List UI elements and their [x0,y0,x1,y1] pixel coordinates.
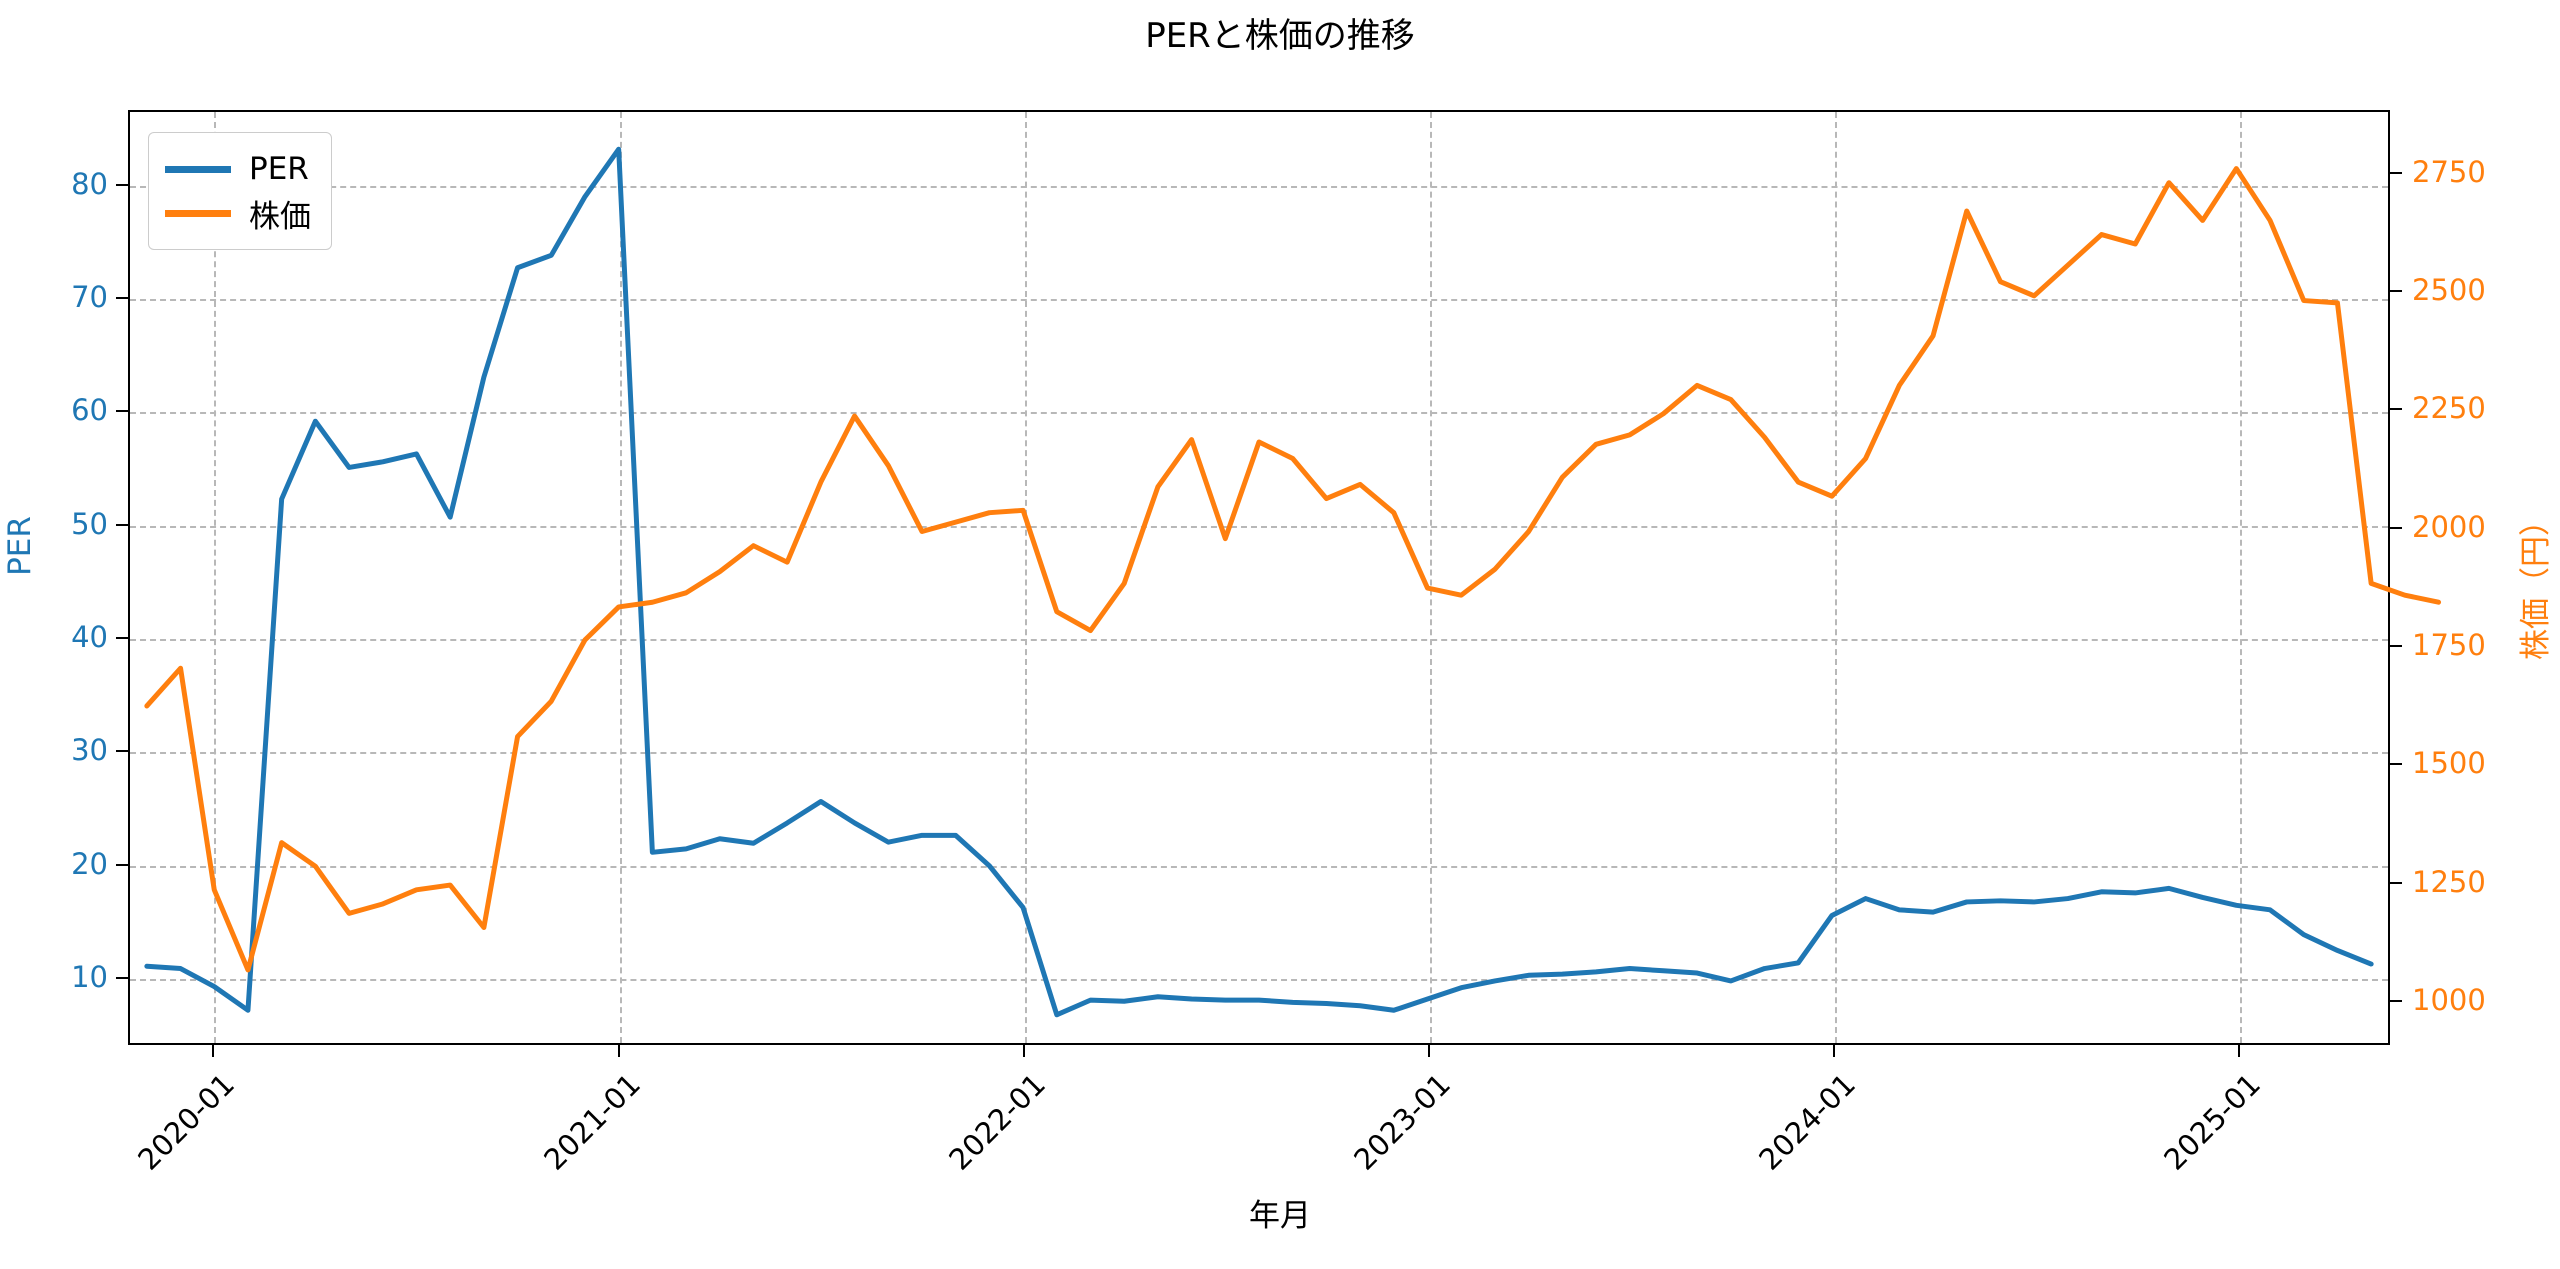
x-axis-tickmark [617,1045,620,1057]
y-axis-right-tickmark [2390,408,2402,411]
gridline-horizontal [130,185,2388,188]
gridline-horizontal [130,979,2388,981]
y-axis-left-tick-label: 70 [71,280,108,314]
chart-title: PERと株価の推移 [1145,16,1415,56]
y-axis-left-tickmark [116,183,128,186]
y-axis-left-tick-label: 10 [71,960,108,994]
y-axis-right-tick-label: 2250 [2412,391,2486,426]
y-axis-left-tick-label: 80 [71,166,108,201]
gridline-horizontal [130,865,2388,868]
chart-legend: PER 株価 [148,132,332,250]
legend-swatch-per [165,165,231,173]
legend-item-kabuka: 株価 [165,191,311,235]
y-axis-right-tick-label: 1000 [2412,983,2486,1018]
y-axis-right-tick-label: 1250 [2412,864,2486,899]
x-axis-tickmark [2238,1045,2241,1057]
y-axis-right-tickmark [2390,171,2402,174]
gridline-vertical [1834,112,1837,1043]
series-lines [144,146,2442,1018]
x-axis-tickmark [1427,1045,1430,1057]
x-axis-label: 年月 [1249,1198,1311,1234]
y-axis-left-tick-label: 30 [71,733,108,768]
gridline-horizontal [130,525,2388,528]
y-axis-left-tickmark [116,637,128,639]
legend-label-kabuka: 株価 [249,198,311,235]
y-axis-left-tick-label: 40 [71,620,108,654]
gridline-vertical [1429,112,1432,1043]
y-axis-right-tickmark [2390,289,2402,292]
plot-area [128,110,2442,1045]
y-axis-right-tickmark [2390,763,2402,766]
legend-swatch-kabuka [165,209,231,217]
y-axis-right-tick-label: 1750 [2412,627,2486,662]
y-axis-left-tickmark [116,750,128,753]
y-axis-right-tick-label: 2750 [2412,154,2486,189]
y-axis-right-tickmark [2390,1000,2402,1003]
y-axis-right-tick-label: 2000 [2412,509,2486,544]
y-axis-left-tickmark [116,977,128,979]
series-line-per [144,146,2374,1018]
y-axis-right-tickmark [2390,644,2402,647]
y-axis-left-tick-label: 60 [71,393,108,428]
y-axis-right-tick-label: 1500 [2412,746,2486,781]
gridline-vertical [619,112,622,1043]
x-axis-tickmark [1022,1045,1025,1057]
gridline-horizontal [130,299,2388,301]
y-axis-left-tickmark [116,297,128,299]
gridline-horizontal [130,752,2388,755]
gridline-vertical [2240,112,2243,1043]
y-axis-left-tick-label: 20 [71,846,108,881]
y-axis-left-tickmark [116,410,128,413]
gridline-horizontal [130,639,2388,641]
y-axis-right-tickmark [2390,881,2402,884]
legend-item-per: PER [165,147,311,191]
y-axis-left-tickmark [116,863,128,866]
series-line-kabuka [144,166,2442,973]
y-axis-right-tick-label: 2500 [2412,272,2486,307]
gridline-vertical [214,112,217,1043]
y-axis-left-tick-label: 50 [71,506,108,541]
gridline-vertical [1024,112,1027,1043]
y-axis-left-tickmark [116,523,128,526]
legend-label-per: PER [249,151,309,187]
x-axis-tickmark [1832,1045,1835,1057]
gridline-horizontal [130,412,2388,415]
y-axis-right-tickmark [2390,526,2402,529]
x-axis-tickmark [212,1045,215,1057]
